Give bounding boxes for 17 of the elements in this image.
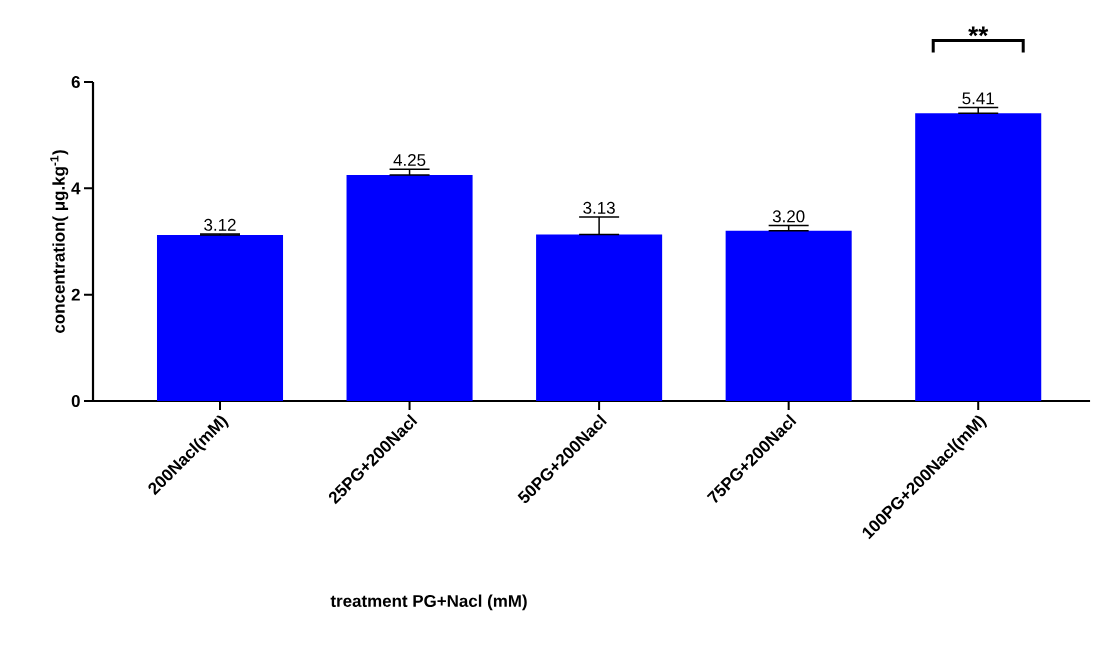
data-label: 3.12: [204, 218, 236, 231]
x-axis-title: treatment PG+Nacl (mM): [330, 594, 527, 611]
bar: [536, 234, 663, 401]
y-tick-label: 4: [71, 182, 81, 195]
data-label: 5.41: [962, 92, 994, 105]
bar: [915, 113, 1042, 401]
bar: [725, 230, 852, 401]
bar: [156, 235, 284, 401]
y-tick-label: 6: [71, 76, 80, 88]
data-label: 4.25: [393, 154, 426, 166]
y-tick-label: 0: [71, 394, 80, 407]
data-label: 3.13: [583, 201, 615, 214]
data-label: 3.20: [772, 210, 805, 223]
bar: [346, 175, 473, 401]
text: **: [968, 26, 989, 37]
y-tick-label: 2: [71, 288, 80, 301]
y-axis-title: concentration( μg.kg$^{-1}$): [50, 150, 69, 333]
